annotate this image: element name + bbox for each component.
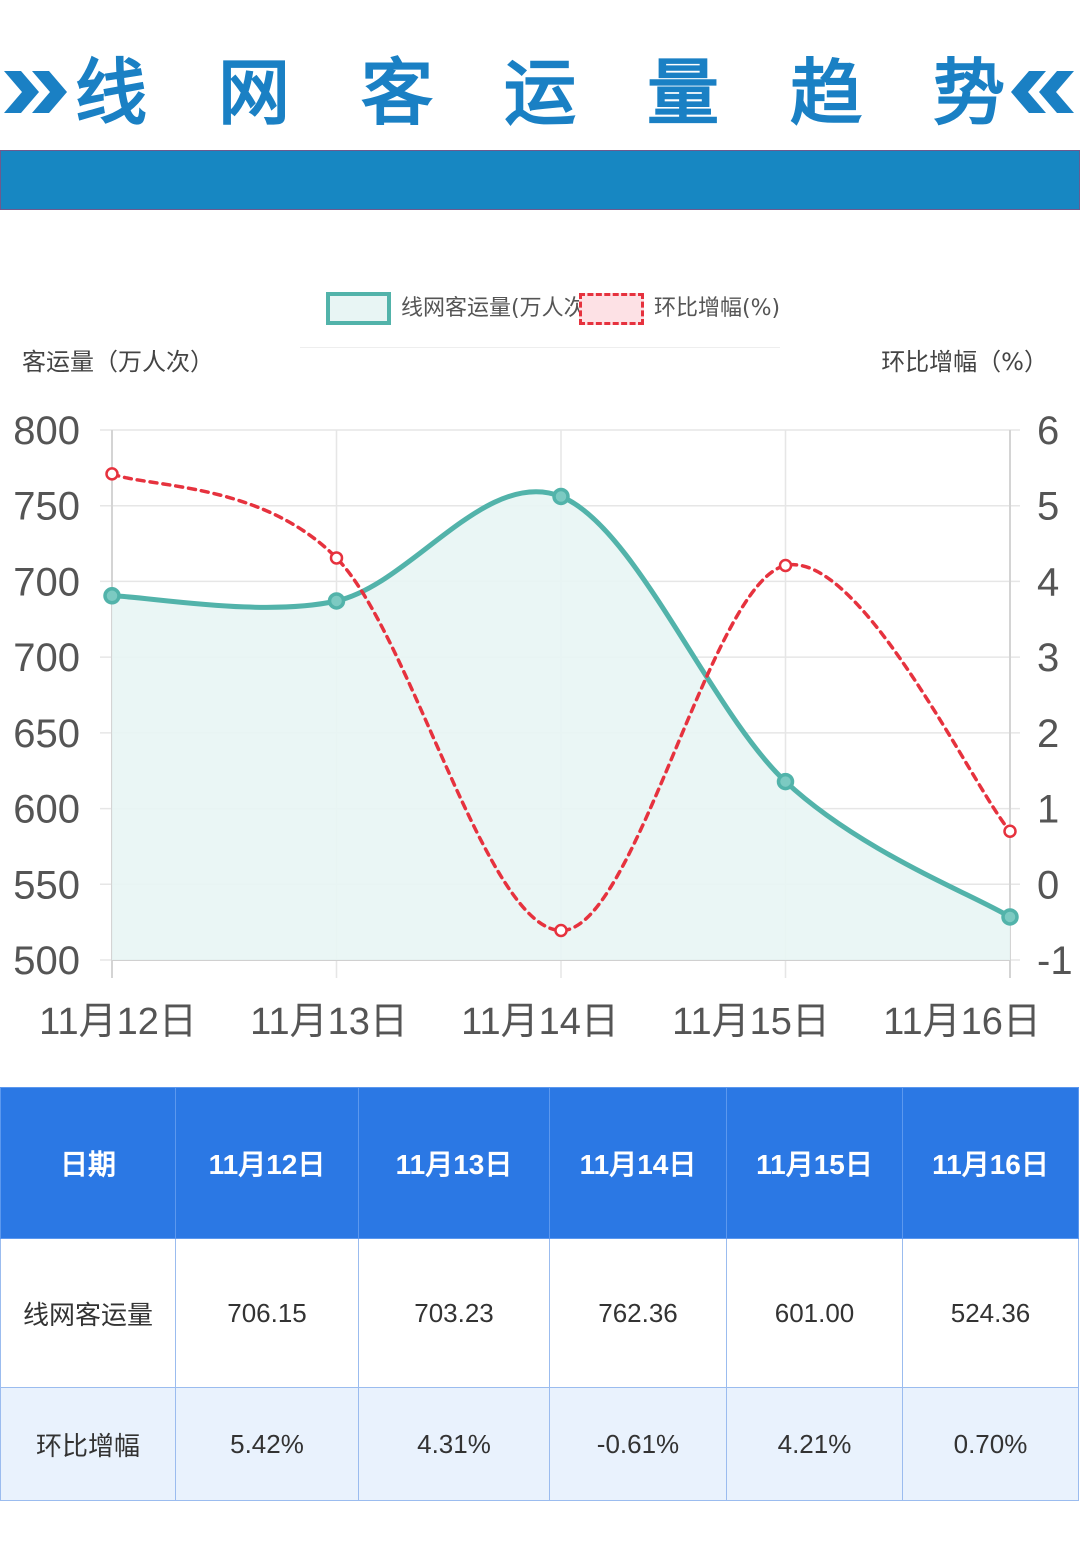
chevron-shape <box>4 71 39 113</box>
volume-point <box>552 487 570 506</box>
double-chevron-right-icon <box>4 71 67 113</box>
y-tick-label-left: 750 <box>13 485 80 529</box>
legend-label-growth: 环比增幅(%) <box>654 296 781 321</box>
tick-labels: 800 750 700 700 650 600 550 500 6 5 4 3 2 1 0 -1 11月12日 1… <box>13 409 1072 1043</box>
y-tick-label-left: 650 <box>13 712 80 756</box>
legend-swatch-volume <box>326 292 391 325</box>
y-axis-title-left: 客运量（万人次） <box>22 348 214 376</box>
y-tick-label-right: 2 <box>1037 712 1059 756</box>
table-cell: 703.23 <box>358 1238 550 1388</box>
x-tick-label: 11月15日 <box>672 1001 830 1043</box>
y-tick-label-left: 600 <box>13 788 80 832</box>
y-tick-label-right: 6 <box>1037 409 1059 453</box>
data-table: 日期 11月12日 11月13日 11月14日 11月15日 11月16日 线网… <box>0 1087 1079 1501</box>
series <box>103 467 1019 960</box>
row-label: 线网客运量 <box>0 1238 176 1388</box>
line-chart: 800 750 700 700 650 600 550 500 6 5 4 3 2 1 0 -1 11月12日 1… <box>13 409 1072 1043</box>
table-row: 线网客运量 706.15 703.23 762.36 601.00 524.36 <box>0 1238 1079 1388</box>
y-tick-label-right: 1 <box>1037 788 1059 832</box>
table-cell: 601.00 <box>726 1238 903 1388</box>
table-cell: 524.36 <box>902 1238 1079 1388</box>
y-tick-label-right: 4 <box>1037 560 1059 604</box>
y-tick-label-left: 700 <box>13 560 80 604</box>
chevron-shape <box>1039 71 1074 113</box>
table-header-cell: 11月13日 <box>358 1087 550 1239</box>
table-row: 环比增幅 5.42% 4.31% -0.61% 4.21% 0.70% <box>0 1387 1079 1501</box>
x-tick-label: 11月14日 <box>461 1001 619 1043</box>
y-tick-label-left: 550 <box>13 863 80 907</box>
legend-swatch-growth <box>579 293 644 325</box>
volume-area <box>112 491 1010 960</box>
growth-point <box>1003 824 1017 839</box>
table-cell: 0.70% <box>902 1387 1079 1501</box>
table-cell: 706.15 <box>175 1238 359 1388</box>
title-banner <box>0 150 1080 210</box>
x-tick-label: 11月12日 <box>39 1001 197 1043</box>
legend-divider <box>300 347 780 348</box>
table-cell: 762.36 <box>549 1238 727 1388</box>
y-tick-label-left: 500 <box>13 939 80 983</box>
table-cell: -0.61% <box>549 1387 727 1501</box>
table-cell: 5.42% <box>175 1387 359 1501</box>
table-header-cell: 11月12日 <box>175 1087 359 1239</box>
chevron-shape <box>32 71 67 113</box>
y-tick-label-left: 700 <box>13 636 80 680</box>
volume-point <box>1001 908 1019 926</box>
table-cell: 4.21% <box>726 1387 903 1501</box>
page-title: 线网客运量趋势 <box>75 51 1077 135</box>
double-chevron-left-icon <box>1011 71 1074 113</box>
table-header-cell: 日期 <box>0 1087 176 1239</box>
y-tick-label-right: 3 <box>1037 636 1059 680</box>
growth-point <box>554 923 568 938</box>
table-header-row: 日期 11月12日 11月13日 11月14日 11月15日 11月16日 <box>0 1087 1079 1239</box>
legend-label-volume: 线网客运量(万人次) <box>401 296 595 321</box>
chevron-shape <box>1011 71 1046 113</box>
table-header-cell: 11月16日 <box>902 1087 1079 1239</box>
volume-point <box>103 587 121 605</box>
row-label: 环比增幅 <box>0 1387 176 1501</box>
y-tick-label-right: -1 <box>1037 939 1073 983</box>
growth-point <box>329 551 344 565</box>
y-tick-label-right: 0 <box>1037 863 1059 907</box>
volume-point <box>327 592 346 610</box>
table-header-cell: 11月15日 <box>726 1087 903 1239</box>
growth-point <box>105 467 119 481</box>
y-axis-title-right: 环比增幅（%） <box>881 348 1048 376</box>
growth-point <box>778 558 793 573</box>
y-tick-label-left: 800 <box>13 409 80 453</box>
y-tick-label-right: 5 <box>1037 485 1059 529</box>
volume-point <box>776 772 795 791</box>
table-cell: 4.31% <box>358 1387 550 1501</box>
table-header-cell: 11月14日 <box>549 1087 727 1239</box>
x-tick-label: 11月13日 <box>250 1001 408 1043</box>
x-tick-label: 11月16日 <box>883 1001 1041 1043</box>
